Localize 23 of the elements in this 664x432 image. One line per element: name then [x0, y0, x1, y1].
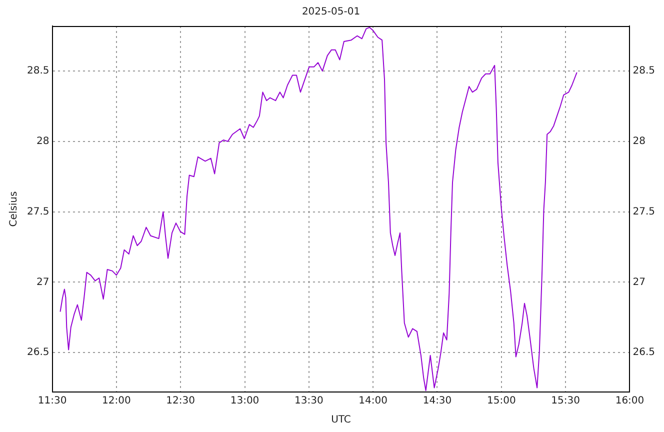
x-tick-label: 13:00 [230, 396, 260, 407]
y2-tick-label: 27 [632, 276, 646, 288]
y-axis-title: Celsius [8, 191, 20, 227]
x-tick-label: 12:00 [102, 396, 131, 407]
x-tick-label: 14:00 [358, 396, 388, 407]
x-tick-label: 15:00 [486, 396, 516, 407]
x-axis-title: UTC [331, 414, 351, 426]
y2-tick-label: 27.5 [632, 206, 655, 218]
y-tick-label: 27.5 [27, 206, 50, 218]
x-tick-label: 11:30 [38, 396, 67, 407]
y2-tick-label: 26.5 [632, 347, 655, 358]
y-tick-label: 28 [36, 136, 50, 148]
chart-title: 2025-05-01 [302, 6, 360, 18]
y-tick-label: 26.5 [27, 347, 50, 358]
y-tick-label: 27 [36, 276, 50, 288]
x-tick-label: 12:30 [166, 396, 196, 407]
y2-tick-label: 28.5 [632, 66, 655, 77]
x-tick-label: 16:00 [615, 396, 644, 407]
x-tick-label: 13:30 [294, 396, 324, 407]
y-tick-label: 28.5 [27, 66, 50, 77]
x-tick-label: 14:30 [422, 396, 452, 407]
y2-tick-label: 28 [632, 136, 646, 148]
x-tick-label: 15:30 [551, 396, 580, 407]
